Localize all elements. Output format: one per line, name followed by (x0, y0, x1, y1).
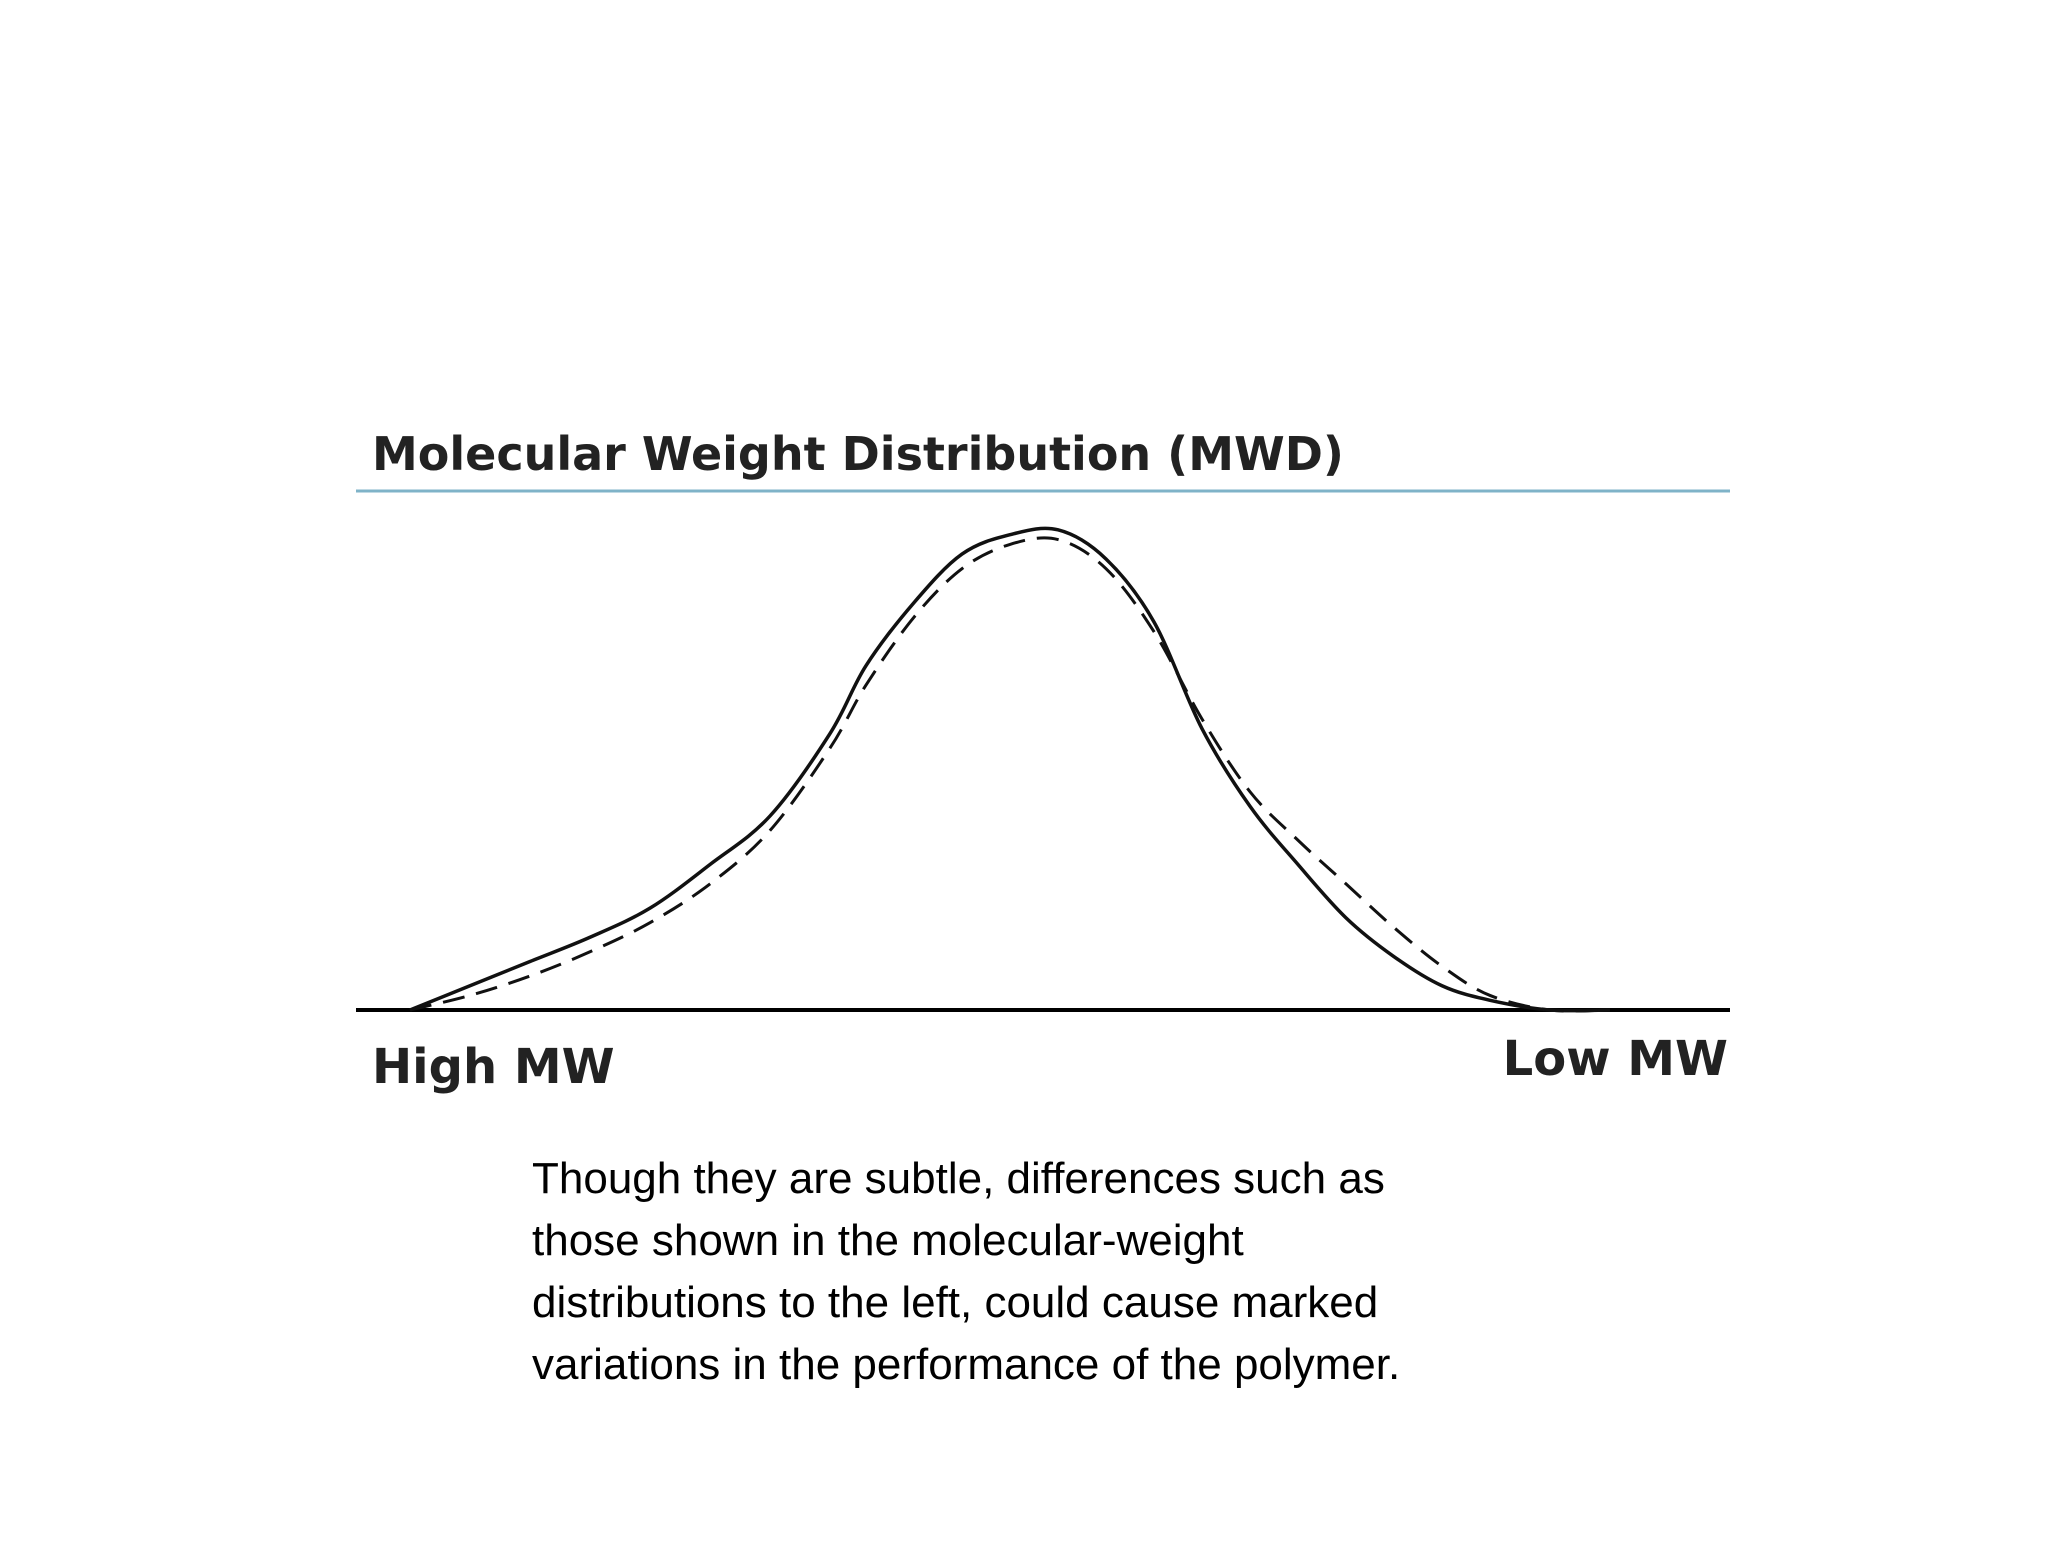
caption-line: Though they are subtle, differences such… (532, 1154, 1385, 1203)
series-layer (409, 526, 1611, 1013)
x-axis-right-label: Low MW (1503, 1031, 1728, 1087)
caption-line: variations in the performance of the pol… (532, 1340, 1401, 1389)
solid-distribution-line (409, 526, 1611, 1013)
caption-line: those shown in the molecular-weight (532, 1216, 1244, 1265)
x-axis-left-label: High MW (372, 1039, 615, 1095)
caption-line: distributions to the left, could cause m… (532, 1278, 1379, 1327)
chart-title: Molecular Weight Distribution (MWD) (372, 427, 1344, 481)
caption-text: Though they are subtle, differences such… (532, 1148, 1532, 1396)
dashed-distribution-line (409, 536, 1611, 1013)
